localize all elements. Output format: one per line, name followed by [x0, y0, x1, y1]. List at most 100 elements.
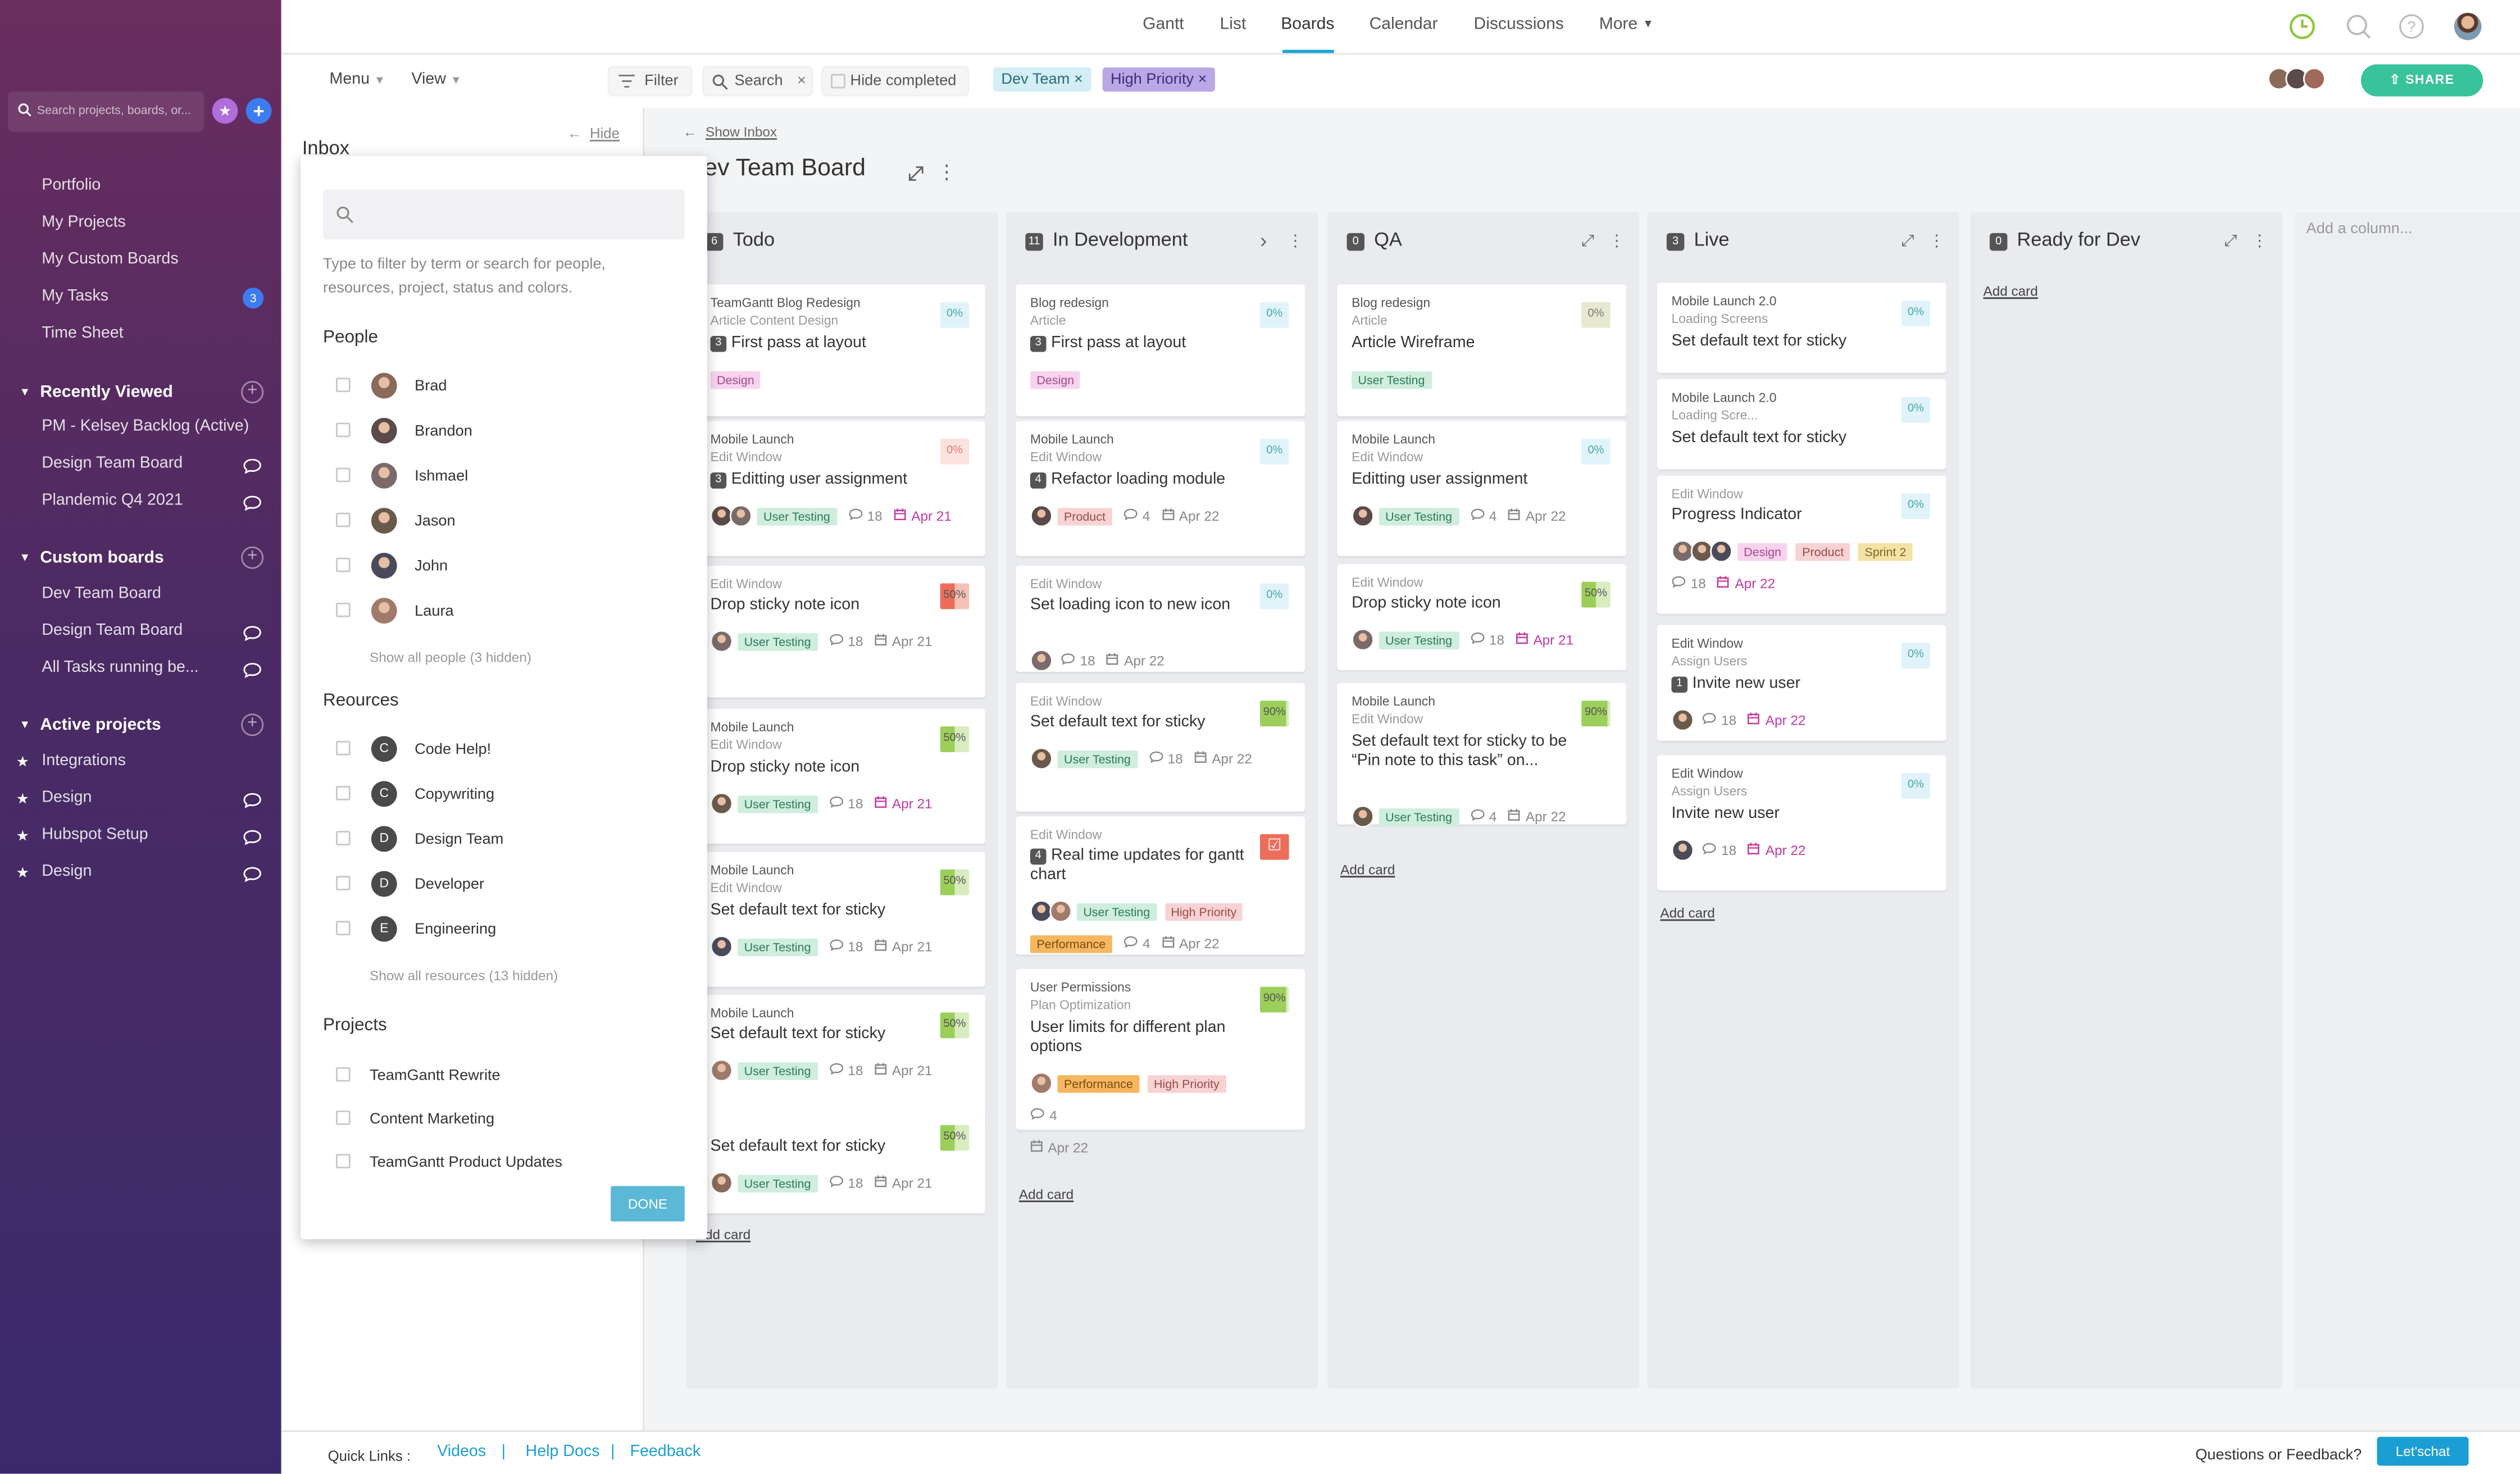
assignee-avatar[interactable]	[1710, 540, 1733, 563]
hide-completed-checkbox[interactable]	[831, 74, 845, 89]
tab-boards[interactable]: Boards	[1281, 14, 1335, 34]
active-project-item[interactable]: Design	[42, 789, 92, 807]
close-icon[interactable]: ×	[797, 72, 806, 90]
task-card[interactable]: Blog redesign Article Article Wireframe 0% U…	[1337, 284, 1627, 416]
task-card[interactable]: Set default text for sticky 50% User Testi…	[695, 1107, 985, 1214]
menu-button[interactable]: Menu ▼	[330, 71, 385, 88]
custom-boards-header[interactable]: ▼ Custom boards	[19, 548, 163, 567]
checkbox[interactable]	[335, 876, 351, 890]
column-header[interactable]: 6 Todo	[705, 228, 775, 251]
task-card[interactable]: Edit Window Drop sticky note icon 50% User …	[695, 566, 985, 698]
percent-complete-badge[interactable]: 90%	[1581, 700, 1611, 727]
expand-icon[interactable]: ⤢	[1581, 233, 1595, 251]
due-date[interactable]: Apr 22	[1717, 575, 1775, 592]
people-filter-row[interactable]: Brandon	[335, 417, 657, 445]
add-recently-viewed-icon[interactable]: +	[241, 381, 264, 404]
comment-count[interactable]: 18	[1671, 575, 1706, 592]
show-all-people-link[interactable]: Show all people (3 hidden)	[370, 649, 532, 666]
chat-bubble-icon[interactable]	[243, 829, 262, 845]
add-custom-board-icon[interactable]: +	[241, 546, 264, 569]
star-icon[interactable]: ★	[16, 827, 29, 844]
percent-complete-badge[interactable]: 0%	[940, 439, 970, 465]
tag-label[interactable]: User Testing	[1379, 630, 1459, 649]
search-chip[interactable]: Search ×	[702, 66, 813, 97]
lets-chat-button[interactable]: Let'schat	[2377, 1436, 2469, 1466]
due-date[interactable]: Apr 22	[1508, 808, 1566, 825]
tag-label[interactable]: Design	[1737, 542, 1788, 561]
due-date[interactable]: Apr 22	[1161, 508, 1219, 524]
recent-item[interactable]: PM - Kelsey Backlog (Active)	[42, 417, 249, 436]
checkbox[interactable]	[335, 512, 351, 527]
checkbox[interactable]	[335, 377, 351, 393]
checkbox[interactable]	[335, 831, 351, 845]
checkbox[interactable]	[335, 557, 351, 572]
sidebar-search-input[interactable]: Search projects, boards, or...	[8, 92, 204, 132]
task-card[interactable]: Mobile Launch Edit Window 4 Refactor loadin…	[1016, 421, 1306, 556]
resource-filter-row[interactable]: C Code Help!	[335, 736, 657, 763]
tab-calendar[interactable]: Calendar	[1369, 14, 1438, 34]
percent-complete-badge[interactable]: 0%	[1581, 302, 1611, 328]
percent-complete-badge[interactable]: 50%	[1581, 581, 1611, 608]
percent-complete-badge[interactable]: 50%	[940, 583, 970, 609]
tag-label[interactable]: User Testing	[1076, 902, 1157, 920]
percent-complete-badge[interactable]: 0%	[1260, 583, 1289, 609]
tag-label[interactable]: User Testing	[1352, 370, 1431, 388]
checkbox[interactable]	[335, 1110, 351, 1125]
create-new-plus-icon[interactable]: +	[245, 98, 272, 124]
task-card[interactable]: Mobile Launch Edit Window Drop sticky note…	[695, 708, 985, 844]
more-options-icon[interactable]: ⋮	[1287, 233, 1304, 251]
tag-label[interactable]: User Testing	[757, 507, 837, 525]
chat-bubble-icon[interactable]	[243, 792, 262, 808]
comment-count[interactable]: 4	[1470, 508, 1496, 524]
tab-discussions[interactable]: Discussions	[1473, 14, 1564, 34]
assignee-avatar[interactable]	[1030, 649, 1053, 672]
videos-link[interactable]: Videos	[437, 1443, 486, 1461]
active-project-item[interactable]: Integrations	[42, 752, 126, 770]
column-header[interactable]: 11 In Development	[1025, 228, 1188, 251]
column-header[interactable]: 0 Ready for Dev	[1989, 228, 2140, 251]
percent-complete-badge[interactable]: 0%	[1901, 643, 1931, 669]
tab-list[interactable]: List	[1220, 14, 1247, 34]
help-docs-link[interactable]: Help Docs	[525, 1443, 600, 1461]
checkbox[interactable]	[335, 1154, 351, 1168]
hide-inbox-link[interactable]: Hide	[589, 125, 620, 142]
tag-label[interactable]: User Testing	[1379, 807, 1459, 826]
tab-gantt[interactable]: Gantt	[1143, 14, 1184, 34]
task-card[interactable]: Mobile Launch Edit Window 3 Editting user a…	[695, 421, 985, 556]
tag-label[interactable]: User Testing	[1057, 749, 1138, 768]
due-date[interactable]: Apr 22	[1162, 935, 1220, 952]
comment-count[interactable]: 4	[1470, 808, 1496, 825]
task-card[interactable]: Edit Window Assign Users Invite new user 0%…	[1657, 755, 1946, 890]
task-card[interactable]: Mobile Launch Set default text for sticky…	[695, 994, 985, 1127]
comment-count[interactable]: 18	[829, 1175, 863, 1191]
due-date[interactable]: Apr 22	[1107, 653, 1165, 668]
share-button[interactable]: ⇧ SHARE	[2360, 64, 2483, 97]
tag-label[interactable]: Performance	[1030, 934, 1112, 953]
expand-icon[interactable]: ⤢	[1901, 233, 1914, 251]
search-icon[interactable]	[2345, 13, 2372, 40]
comment-count[interactable]: 18	[829, 939, 863, 954]
project-filter-row[interactable]: Content Marketing	[335, 1107, 657, 1133]
sidebar-item-portfolio[interactable]: Portfolio	[42, 176, 101, 195]
tag-label[interactable]: High Priority	[1164, 902, 1243, 920]
sidebar-item-my-projects[interactable]: My Projects	[42, 213, 126, 231]
completed-check-icon[interactable]: ☑	[1260, 834, 1289, 860]
tag-label[interactable]: Product	[1057, 507, 1112, 525]
task-card[interactable]: Blog redesign Article 3 First pass at layou…	[1016, 284, 1306, 416]
tag-label[interactable]: Product	[1795, 542, 1850, 561]
more-options-icon[interactable]: ⋮	[1608, 233, 1625, 251]
assignee-avatar[interactable]	[1352, 805, 1375, 828]
done-button[interactable]: DONE	[611, 1186, 685, 1222]
checkbox[interactable]	[335, 422, 351, 438]
resource-filter-row[interactable]: D Design Team	[335, 826, 657, 853]
favorites-star-icon[interactable]: ★	[212, 98, 238, 124]
star-icon[interactable]: ★	[16, 753, 29, 770]
filter-button[interactable]: Filter	[607, 66, 693, 97]
task-card[interactable]: Edit Window Assign Users 1 Invite new user 0…	[1657, 625, 1946, 741]
task-card[interactable]: TeamGantt Blog Redesign Article Content D…	[695, 284, 985, 416]
comment-count[interactable]: 18	[829, 795, 863, 812]
due-date[interactable]: Apr 22	[1508, 508, 1566, 524]
collaborator-avatars[interactable]	[2267, 67, 2335, 95]
people-filter-row[interactable]: Laura	[335, 598, 657, 625]
view-button[interactable]: View ▼	[411, 71, 461, 88]
